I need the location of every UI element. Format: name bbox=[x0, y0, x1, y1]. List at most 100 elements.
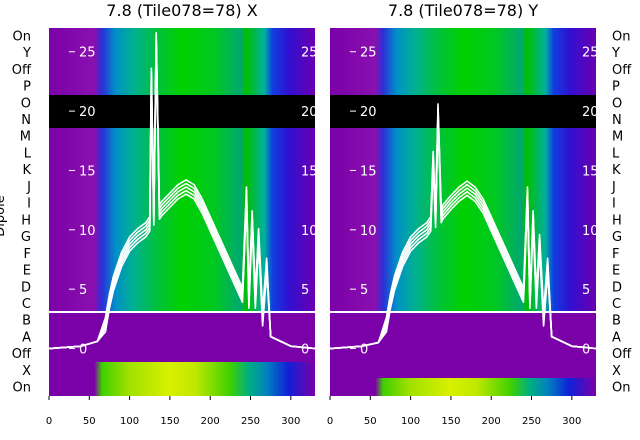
row-label-right: L bbox=[612, 146, 620, 161]
overlay-y-tick-label: 15 bbox=[360, 164, 377, 179]
x-tick-label: 150 bbox=[441, 416, 460, 427]
row-label-right: X bbox=[612, 364, 621, 379]
row-label-left: H bbox=[21, 213, 31, 228]
overlay-y-tick-label: 15 bbox=[79, 164, 96, 179]
panel-x-masked-rows bbox=[49, 95, 315, 128]
panel-x-spectrum bbox=[49, 28, 315, 311]
row-label-right: Off bbox=[612, 63, 632, 78]
row-label-right: G bbox=[612, 230, 622, 245]
row-label-right: B bbox=[612, 314, 621, 329]
x-tick-label: 200 bbox=[482, 416, 501, 427]
row-label-right: On bbox=[612, 381, 630, 396]
overlay-y-tick-label-right: 15 bbox=[301, 164, 318, 179]
row-label-right: Off bbox=[612, 347, 632, 362]
x-tick-label: 50 bbox=[364, 416, 377, 427]
panel-x-title: 7.8 (Tile078=78) X bbox=[106, 1, 257, 20]
overlay-y-tick-label-right: 5 bbox=[301, 283, 309, 298]
x-tick-label: 0 bbox=[46, 416, 52, 427]
overlay-y-tick-label: 5 bbox=[360, 283, 368, 298]
x-tick-label: 100 bbox=[401, 416, 420, 427]
x-tick-label: 50 bbox=[83, 416, 96, 427]
overlay-trace bbox=[49, 31, 315, 350]
panel-y-overlay: 0 0 5 5 10 10 15 15 20 20 25 25 bbox=[330, 46, 599, 358]
row-label-left: N bbox=[21, 113, 31, 128]
x-tick-label: 0 bbox=[327, 416, 333, 427]
row-label-right: F bbox=[612, 247, 619, 262]
x-tick-label: 300 bbox=[562, 416, 581, 427]
row-label-left: D bbox=[21, 280, 31, 295]
overlay-y-tick-label-right: 20 bbox=[582, 105, 599, 120]
overlay-y-tick-label: 20 bbox=[79, 105, 96, 120]
row-label-right: Y bbox=[611, 46, 620, 61]
overlay-y-tick-label-right: 20 bbox=[301, 105, 318, 120]
x-tick-label: 100 bbox=[120, 416, 139, 427]
row-label-right: H bbox=[612, 213, 622, 228]
row-label-left: K bbox=[22, 163, 31, 178]
overlay-y-tick-label: 0 bbox=[79, 343, 87, 358]
overlay-y-tick-label: 10 bbox=[360, 224, 377, 239]
panel-y-title: 7.8 (Tile078=78) Y bbox=[388, 1, 538, 20]
panel-y-ticks: 0 50 100 150 200 250 300 bbox=[327, 396, 581, 427]
row-label-left: Off bbox=[12, 347, 32, 362]
x-tick-label: 250 bbox=[241, 416, 260, 427]
row-label-right: P bbox=[612, 80, 620, 95]
row-label-right: E bbox=[612, 264, 620, 279]
x-tick-label: 150 bbox=[160, 416, 179, 427]
row-label-right: N bbox=[612, 113, 622, 128]
row-label-left: P bbox=[23, 80, 31, 95]
overlay-y-tick-label-right: 0 bbox=[582, 343, 590, 358]
row-label-left: F bbox=[24, 247, 31, 262]
row-label-left: I bbox=[27, 197, 31, 212]
row-label-left: L bbox=[24, 146, 32, 161]
row-label-right: J bbox=[611, 180, 616, 195]
overlay-y-tick-label-right: 25 bbox=[301, 46, 318, 61]
x-tick-label: 250 bbox=[522, 416, 541, 427]
row-label-left: O bbox=[21, 96, 31, 111]
row-label-left: On bbox=[13, 29, 31, 44]
overlay-trace bbox=[330, 103, 596, 350]
overlay-y-tick-label: 25 bbox=[79, 46, 96, 61]
overlay-y-tick-label-right: 10 bbox=[582, 224, 599, 239]
overlay-y-tick-label: 10 bbox=[79, 224, 96, 239]
row-label-right: On bbox=[612, 29, 630, 44]
panel-x-ticks: 0 50 100 150 200 250 300 bbox=[46, 396, 300, 427]
row-label-left: J bbox=[26, 180, 31, 195]
panel-y-on-row bbox=[330, 378, 596, 396]
overlay-y-tick-label-right: 0 bbox=[301, 343, 309, 358]
y-axis-label: Dipole bbox=[0, 195, 8, 236]
overlay-y-tick-label: 20 bbox=[360, 105, 377, 120]
row-label-left: C bbox=[22, 297, 31, 312]
x-tick-label: 300 bbox=[281, 416, 300, 427]
overlay-y-tick-label: 5 bbox=[79, 283, 87, 298]
row-label-left: E bbox=[23, 264, 31, 279]
row-label-left: M bbox=[20, 130, 31, 145]
panel-y: 0 0 5 5 10 10 15 15 20 20 25 25 bbox=[330, 28, 599, 396]
row-label-left: B bbox=[22, 314, 31, 329]
panel-x-on-row bbox=[49, 362, 315, 396]
row-label-right: I bbox=[612, 197, 616, 212]
row-label-right: K bbox=[612, 163, 621, 178]
row-label-left: G bbox=[21, 230, 31, 245]
row-label-left: A bbox=[22, 330, 31, 345]
row-label-left: X bbox=[22, 364, 31, 379]
panel-y-masked-rows bbox=[330, 95, 596, 128]
overlay-y-tick-label-right: 10 bbox=[301, 224, 318, 239]
row-label-right: D bbox=[612, 280, 622, 295]
row-label-left: Off bbox=[12, 63, 32, 78]
panel-y-spectrum bbox=[330, 28, 596, 311]
panel-x: 0 0 5 5 10 10 15 15 20 20 25 25 bbox=[49, 28, 318, 396]
overlay-y-tick-label-right: 15 bbox=[582, 164, 599, 179]
row-label-left: Y bbox=[22, 46, 31, 61]
row-label-right: C bbox=[612, 297, 621, 312]
overlay-y-tick-label: 25 bbox=[360, 46, 377, 61]
row-label-right: A bbox=[612, 330, 621, 345]
x-tick-label: 200 bbox=[201, 416, 220, 427]
overlay-y-tick-label: 0 bbox=[360, 343, 368, 358]
overlay-y-tick-label-right: 5 bbox=[582, 283, 590, 298]
row-label-right: M bbox=[612, 130, 623, 145]
overlay-y-tick-label-right: 25 bbox=[582, 46, 599, 61]
row-label-left: On bbox=[13, 381, 31, 396]
